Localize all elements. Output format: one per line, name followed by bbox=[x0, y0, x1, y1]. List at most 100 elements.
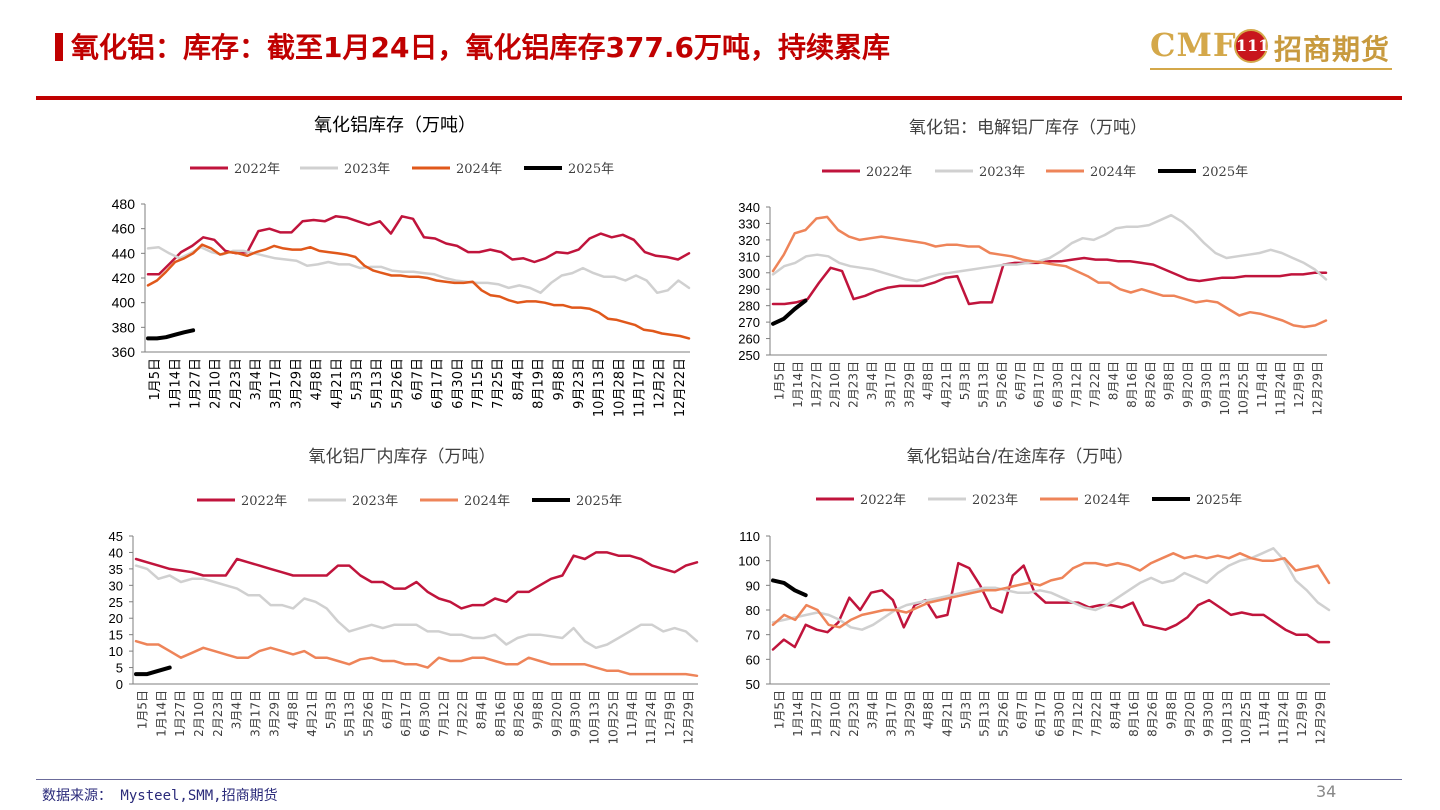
x-tick-label: 2月10日 bbox=[828, 361, 842, 408]
x-tick-label: 11月17日 bbox=[633, 358, 648, 417]
x-tick-label: 9月20日 bbox=[1183, 690, 1197, 737]
x-tick-label: 7月22日 bbox=[456, 690, 470, 737]
x-tick-label: 1月14日 bbox=[154, 690, 168, 737]
y-tick-label: 310 bbox=[738, 249, 760, 264]
y-tick-label: 340 bbox=[738, 200, 760, 215]
legend-label: 2025年 bbox=[576, 494, 622, 509]
x-tick-label: 1月27日 bbox=[188, 358, 203, 409]
x-tick-label: 7月22日 bbox=[1090, 690, 1104, 737]
series-line-2025年 bbox=[134, 665, 172, 677]
page-number: 34 bbox=[1316, 782, 1337, 801]
x-tick-label: 10月13日 bbox=[1218, 361, 1232, 416]
x-tick-label: 2月23日 bbox=[211, 690, 225, 737]
x-tick-label: 7月12日 bbox=[1069, 361, 1083, 408]
x-tick-label: 1月27日 bbox=[810, 690, 824, 737]
x-tick-label: 9月8日 bbox=[1164, 690, 1178, 729]
x-tick-label: 5月26日 bbox=[995, 361, 1009, 408]
x-tick-label: 9月8日 bbox=[531, 690, 545, 729]
x-tick-label: 8月16日 bbox=[1125, 361, 1139, 408]
x-tick-label: 1月5日 bbox=[772, 361, 786, 400]
x-tick-label: 7月25日 bbox=[491, 358, 506, 409]
x-tick-label: 1月14日 bbox=[168, 358, 183, 409]
x-tick-label: 3月17日 bbox=[269, 358, 284, 409]
x-tick-label: 8月4日 bbox=[511, 358, 526, 401]
y-tick-label: 15 bbox=[109, 628, 123, 643]
x-tick-label: 10月28日 bbox=[612, 358, 627, 417]
y-tick-label: 480 bbox=[112, 196, 136, 212]
legend-label: 2022年 bbox=[866, 165, 912, 180]
x-tick-label: 8月4日 bbox=[474, 690, 488, 729]
y-tick-label: 270 bbox=[738, 315, 760, 330]
x-tick-label: 7月22日 bbox=[1088, 361, 1102, 408]
x-tick-label: 8月19日 bbox=[532, 358, 547, 409]
series-line-2024年 bbox=[146, 243, 691, 340]
x-tick-label: 5月3日 bbox=[958, 361, 972, 400]
header-divider bbox=[36, 96, 1402, 100]
page-title: 氧化铝：库存：截至1月24日，氧化铝库存377.6万吨，持续累库 bbox=[71, 31, 891, 64]
x-tick-label: 9月8日 bbox=[552, 358, 567, 401]
title-accent-bar bbox=[55, 33, 63, 61]
y-tick-label: 50 bbox=[746, 677, 760, 692]
x-tick-label: 7月12日 bbox=[437, 690, 451, 737]
x-tick-label: 11月24日 bbox=[1276, 690, 1290, 745]
x-tick-label: 7月12日 bbox=[1071, 690, 1085, 737]
x-tick-label: 9月30日 bbox=[569, 690, 583, 737]
x-tick-label: 11月4日 bbox=[1255, 361, 1269, 408]
series-line-2022年 bbox=[771, 256, 1328, 306]
x-tick-label: 2月10日 bbox=[828, 690, 842, 737]
legend-label: 2022年 bbox=[234, 162, 280, 177]
y-tick-label: 250 bbox=[738, 348, 760, 363]
x-tick-label: 5月13日 bbox=[370, 358, 385, 409]
logo-company-name: 招商期货 bbox=[1274, 33, 1391, 66]
x-tick-label: 3月4日 bbox=[249, 358, 264, 401]
y-tick-label: 280 bbox=[738, 299, 760, 314]
x-tick-label: 7月15日 bbox=[471, 358, 486, 409]
x-tick-label: 9月30日 bbox=[1199, 361, 1213, 408]
x-tick-label: 12月29日 bbox=[1311, 361, 1325, 416]
x-tick-label: 1月27日 bbox=[809, 361, 823, 408]
legend-label: 2024年 bbox=[464, 494, 510, 509]
x-tick-label: 11月24日 bbox=[1274, 361, 1288, 416]
x-tick-label: 12月29日 bbox=[682, 690, 696, 745]
legend-label: 2022年 bbox=[241, 494, 287, 509]
x-tick-label: 1月14日 bbox=[791, 690, 805, 737]
y-tick-label: 360 bbox=[112, 344, 136, 360]
chart-4: 氧化铝站台/在途库存（万吨） 2022年 2023年 2024年 2025年 50 60 70… bbox=[738, 447, 1331, 745]
x-tick-label: 6月7日 bbox=[411, 358, 426, 401]
x-tick-label: 2月23日 bbox=[847, 690, 861, 737]
y-tick-label: 380 bbox=[112, 319, 136, 335]
legend-label: 2024年 bbox=[1090, 165, 1136, 180]
x-tick-label: 10月25日 bbox=[1239, 690, 1253, 745]
legend-label: 2024年 bbox=[456, 162, 502, 177]
y-tick-label: 330 bbox=[738, 216, 760, 231]
y-tick-label: 5 bbox=[116, 661, 123, 676]
x-tick-label: 4月8日 bbox=[286, 690, 300, 729]
series-line-2025年 bbox=[146, 328, 196, 341]
x-tick-label: 9月20日 bbox=[1181, 361, 1195, 408]
y-tick-label: 290 bbox=[738, 282, 760, 297]
x-tick-label: 6月17日 bbox=[431, 358, 446, 409]
legend-label: 2025年 bbox=[1196, 493, 1242, 508]
y-tick-label: 300 bbox=[738, 266, 760, 281]
x-tick-label: 12月2日 bbox=[653, 358, 668, 409]
logo-underline bbox=[1150, 68, 1392, 70]
x-tick-label: 6月7日 bbox=[380, 690, 394, 729]
chart-title: 氧化铝库存（万吨） bbox=[314, 115, 476, 136]
x-tick-label: 5月26日 bbox=[390, 358, 405, 409]
y-tick-label: 420 bbox=[112, 270, 136, 286]
x-tick-label: 3月29日 bbox=[902, 361, 916, 408]
x-tick-label: 8月26日 bbox=[1144, 361, 1158, 408]
x-tick-label: 8月26日 bbox=[512, 690, 526, 737]
footer-divider bbox=[36, 779, 1402, 780]
x-tick-label: 6月30日 bbox=[418, 690, 432, 737]
x-tick-label: 6月17日 bbox=[1032, 361, 1046, 408]
x-tick-label: 2月23日 bbox=[847, 361, 861, 408]
x-tick-label: 3月4日 bbox=[865, 361, 879, 400]
x-tick-label: 3月17日 bbox=[884, 361, 898, 408]
x-tick-label: 6月30日 bbox=[1051, 361, 1065, 408]
x-tick-label: 4月8日 bbox=[310, 358, 325, 401]
x-tick-label: 8月4日 bbox=[1106, 361, 1120, 400]
x-tick-label: 5月13日 bbox=[343, 690, 357, 737]
legend-label: 2023年 bbox=[972, 493, 1018, 508]
y-tick-label: 25 bbox=[109, 595, 123, 610]
